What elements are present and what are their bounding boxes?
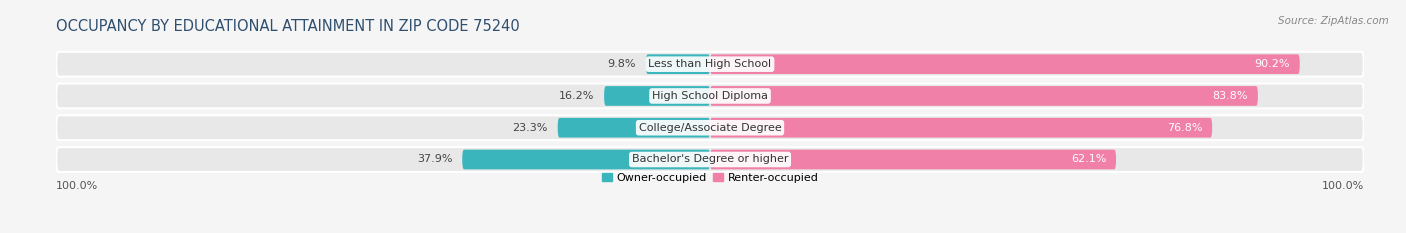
- Text: 76.8%: 76.8%: [1167, 123, 1202, 133]
- FancyBboxPatch shape: [56, 115, 1364, 140]
- Text: Bachelor's Degree or higher: Bachelor's Degree or higher: [631, 154, 789, 164]
- FancyBboxPatch shape: [710, 150, 1116, 169]
- Text: High School Diploma: High School Diploma: [652, 91, 768, 101]
- Text: College/Associate Degree: College/Associate Degree: [638, 123, 782, 133]
- Text: OCCUPANCY BY EDUCATIONAL ATTAINMENT IN ZIP CODE 75240: OCCUPANCY BY EDUCATIONAL ATTAINMENT IN Z…: [56, 19, 520, 34]
- Text: Source: ZipAtlas.com: Source: ZipAtlas.com: [1278, 16, 1389, 26]
- FancyBboxPatch shape: [645, 54, 710, 74]
- Text: 100.0%: 100.0%: [1322, 181, 1364, 191]
- FancyBboxPatch shape: [56, 52, 1364, 77]
- FancyBboxPatch shape: [710, 86, 1258, 106]
- Text: 37.9%: 37.9%: [418, 154, 453, 164]
- FancyBboxPatch shape: [56, 147, 1364, 172]
- FancyBboxPatch shape: [56, 84, 1364, 108]
- Text: 90.2%: 90.2%: [1254, 59, 1289, 69]
- FancyBboxPatch shape: [605, 86, 710, 106]
- FancyBboxPatch shape: [463, 150, 710, 169]
- Text: Less than High School: Less than High School: [648, 59, 772, 69]
- Text: 23.3%: 23.3%: [513, 123, 548, 133]
- FancyBboxPatch shape: [710, 54, 1299, 74]
- Text: 83.8%: 83.8%: [1212, 91, 1249, 101]
- Text: 62.1%: 62.1%: [1071, 154, 1107, 164]
- Text: 9.8%: 9.8%: [607, 59, 636, 69]
- FancyBboxPatch shape: [558, 118, 710, 137]
- FancyBboxPatch shape: [710, 118, 1212, 137]
- Legend: Owner-occupied, Renter-occupied: Owner-occupied, Renter-occupied: [598, 168, 823, 187]
- Text: 16.2%: 16.2%: [560, 91, 595, 101]
- Text: 100.0%: 100.0%: [56, 181, 98, 191]
